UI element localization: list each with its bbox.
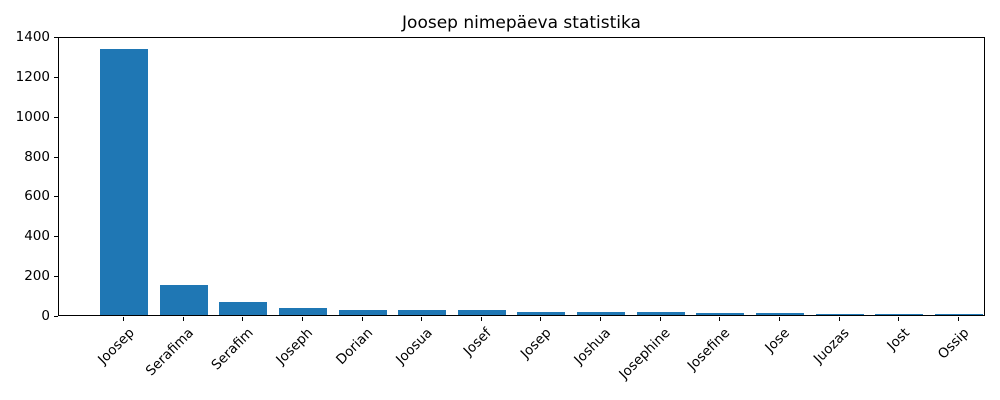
y-axis-tick-label: 1200 (15, 68, 50, 85)
bar-joseph (278, 308, 327, 315)
x-tick-mark (600, 317, 602, 321)
x-axis-tick-label: Joosep (94, 325, 138, 368)
bar-joosep (100, 49, 148, 315)
x-axis-tick-label: Joshua (571, 325, 615, 368)
bar-josephine (636, 312, 685, 315)
x-tick-mark (779, 317, 781, 321)
x-tick-mark (838, 317, 840, 321)
x-tick-mark (659, 317, 661, 321)
x-axis-tick-label: Joosua (392, 325, 436, 368)
y-tick-mark (54, 156, 58, 158)
x-tick-mark (421, 317, 423, 321)
y-axis-tick-label: 200 (24, 268, 50, 285)
bar-serafima (159, 285, 208, 315)
bar-joosua (398, 310, 447, 315)
y-tick-mark (54, 276, 58, 278)
x-tick-mark (719, 317, 721, 321)
x-axis-tick-label: Juozas (811, 325, 853, 367)
x-tick-mark (242, 317, 244, 321)
y-axis-tick-label: 1000 (15, 108, 50, 125)
bar-josep (517, 312, 566, 315)
x-tick-mark (480, 317, 482, 321)
x-axis-tick-label: Ossip (934, 325, 973, 363)
y-axis-tick-label: 600 (24, 188, 50, 205)
plot-area (58, 37, 985, 316)
bar-joshua (577, 312, 626, 315)
y-tick-mark (54, 316, 58, 317)
x-axis-tick-label: Dorian (332, 325, 376, 368)
x-tick-mark (361, 317, 363, 321)
bar-serafim (219, 302, 268, 315)
y-axis-tick-label: 400 (24, 228, 50, 245)
x-axis-tick-label: Jose (762, 325, 794, 356)
x-tick-mark (301, 317, 303, 321)
bar-jose (756, 313, 805, 315)
x-axis-tick-label: Josefine (684, 325, 734, 374)
x-tick-mark (898, 317, 900, 321)
x-axis-tick-label: Josep (517, 325, 555, 362)
bar-juozas (815, 314, 864, 315)
y-axis-tick-label: 0 (41, 308, 50, 324)
x-axis-tick-label: Serafim (208, 325, 257, 374)
y-tick-mark (54, 37, 58, 38)
x-axis-tick-label: Josephine (616, 325, 675, 383)
y-tick-mark (54, 196, 58, 198)
x-axis-tick-label: Josef (460, 325, 496, 360)
y-axis-tick-label: 800 (24, 148, 50, 165)
x-axis-tick-label: Jost (883, 325, 913, 354)
bar-ossip (934, 314, 983, 315)
bar-dorian (338, 310, 387, 315)
x-tick-mark (540, 317, 542, 321)
y-tick-mark (54, 76, 58, 78)
x-tick-mark (123, 317, 124, 321)
x-tick-mark (182, 317, 184, 321)
bar-jost (875, 314, 924, 315)
y-axis-tick-label: 1400 (15, 29, 50, 45)
y-tick-mark (54, 116, 58, 118)
x-axis-tick-label: Serafima (142, 325, 197, 380)
x-tick-mark (957, 317, 959, 321)
bar-josef (457, 310, 506, 315)
chart-title: Joosep nimepäeva statistika (402, 13, 641, 33)
bar-josefine (696, 313, 745, 315)
y-tick-mark (54, 236, 58, 238)
x-axis-tick-label: Joseph (273, 325, 317, 368)
